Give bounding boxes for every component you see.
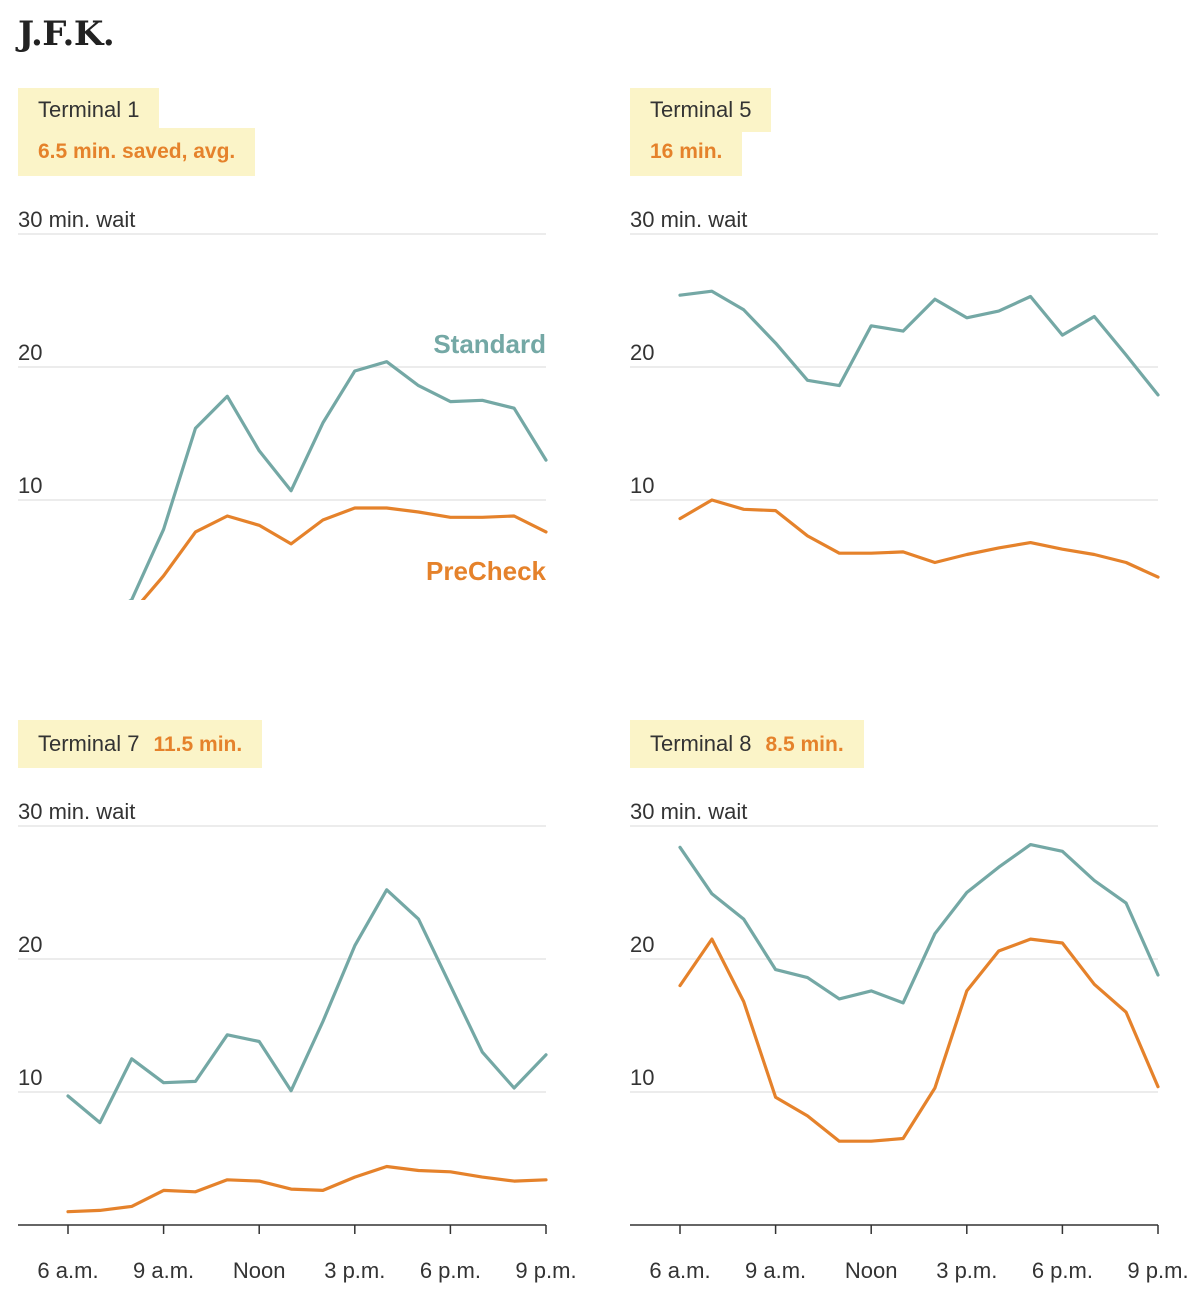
terminal-label: Terminal 1 [18,88,160,132]
y-axis-title: 30 min. wait [18,207,135,232]
terminal-label: Terminal 5 [630,88,772,132]
precheck-series-line [678,937,1160,1143]
precheck-series-label: PreCheck [426,556,546,586]
y-tick-label: 10 [18,1065,42,1090]
terminal-label: Terminal 7 [38,731,140,756]
x-tick-label: 9 a.m. [133,1258,194,1283]
x-tick-label: 3 p.m. [936,1258,997,1283]
x-tick-label: 6 p.m. [420,1258,481,1283]
x-tick-label: 9 a.m. [745,1258,806,1283]
terminal-badge: Terminal 7 11.5 min. [18,720,263,768]
x-tick-label: 6 p.m. [1032,1258,1093,1283]
standard-series-label: Standard [433,329,546,359]
y-tick-label: 10 [630,1065,654,1090]
y-tick-label: 10 [630,473,654,498]
y-tick-label: 10 [18,473,42,498]
y-tick-label: 20 [630,932,654,957]
x-tick-label: Noon [845,1258,898,1283]
chart-panel-terminal-8: Terminal 8 8.5 min. 30 min. wait 10 20 6 a.m… [612,592,1204,1283]
minutes-saved-label: 11.5 min. [153,733,243,756]
y-axis-title: 30 min. wait [630,207,747,232]
x-tick-label: 9 p.m. [515,1258,576,1283]
terminal-label: Terminal 8 [650,731,752,756]
standard-series-line [66,888,548,1125]
precheck-series-line [678,498,1160,579]
standard-series-line [678,289,1160,397]
standard-series-line [128,360,548,600]
standard-series-line [678,843,1160,1005]
x-tick-label: 9 p.m. [1127,1258,1188,1283]
minutes-saved-label: 6.5 min. saved, avg. [18,128,256,176]
y-axis-title: 30 min. wait [18,799,135,824]
x-tick-label: 6 a.m. [37,1258,98,1283]
x-tick-label: Noon [233,1258,286,1283]
x-tick-label: 3 p.m. [324,1258,385,1283]
y-tick-label: 20 [630,340,654,365]
minutes-saved-label: 16 min. [630,128,743,176]
y-tick-label: 20 [18,340,42,365]
minutes-saved-label: 8.5 min. [765,733,844,756]
y-tick-label: 20 [18,932,42,957]
chart-panel-terminal-1: Terminal 1 6.5 min. saved, avg. 30 min. … [0,0,600,600]
line-chart: 30 min. wait 10 20 6 a.m. 9 a.m. Noon 3 p.m. 6 … [630,799,1189,1283]
y-axis-title: 30 min. wait [630,799,747,824]
chart-panel-terminal-7: Terminal 7 11.5 min. 30 min. wait 10 20 6 a.… [0,592,600,1283]
line-chart: 30 min. wait 10 20 6 a.m. 9 a.m. Noon 3 p.m. 6 … [18,799,577,1283]
terminal-badge: Terminal 8 8.5 min. [630,720,864,768]
x-tick-label: 6 a.m. [649,1258,710,1283]
precheck-series-line [66,1164,548,1214]
page-title: J.F.K. [18,14,115,54]
precheck-series-line [140,506,548,600]
